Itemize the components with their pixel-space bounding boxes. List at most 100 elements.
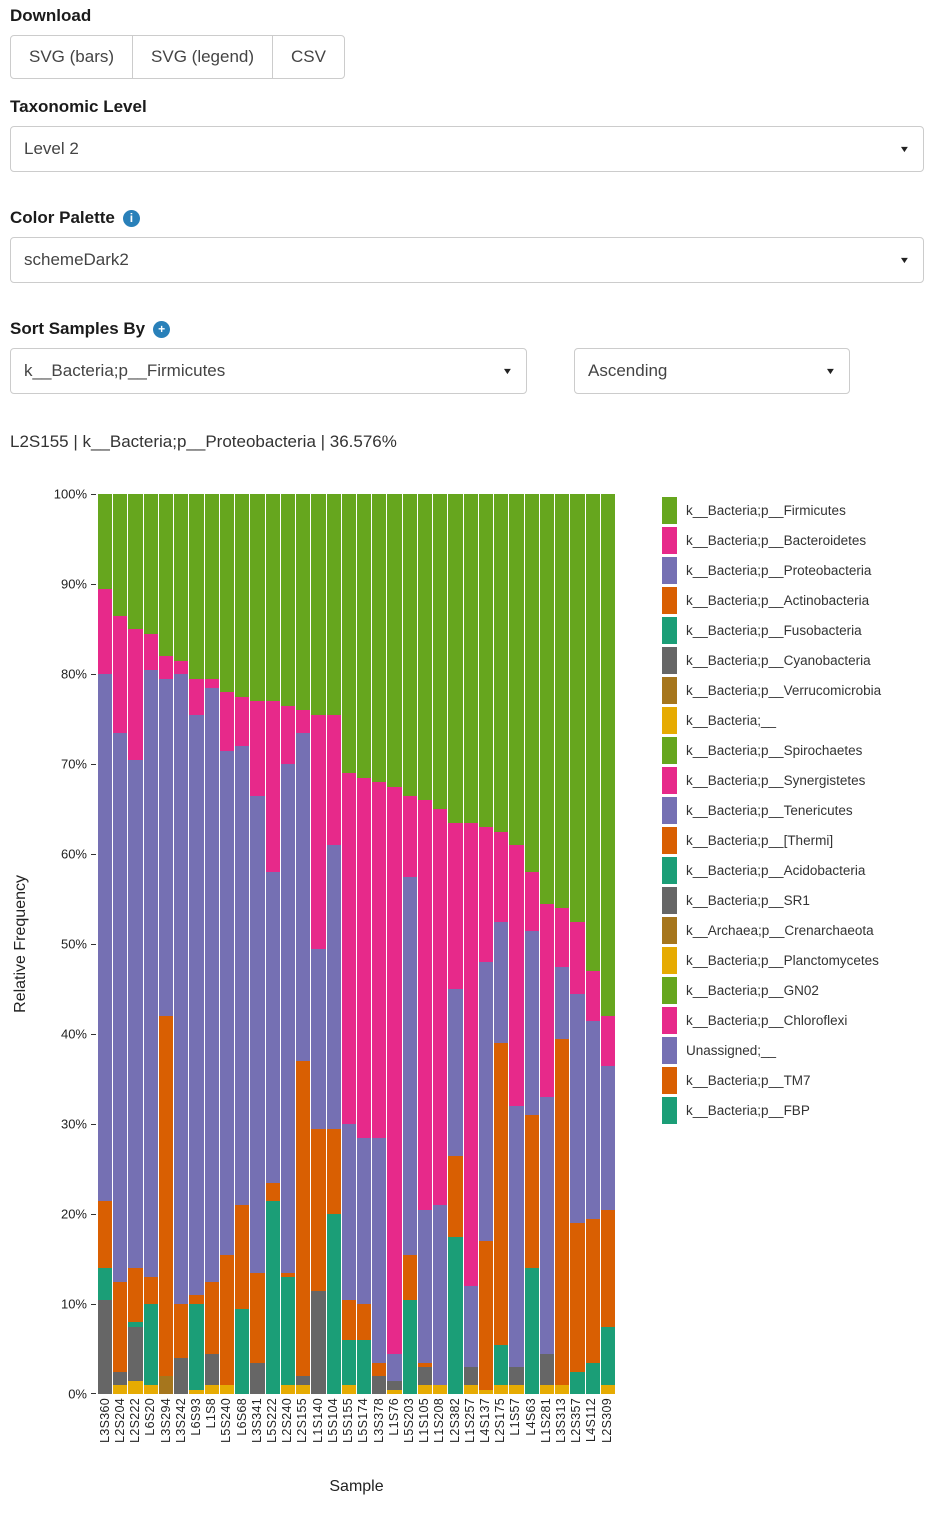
bar-segment[interactable] (417, 800, 433, 1210)
bar-segment[interactable] (204, 687, 219, 1282)
plus-circle-icon[interactable]: + (153, 320, 171, 338)
bar-L3S341[interactable] (250, 494, 265, 1394)
bar-segment[interactable] (296, 1376, 311, 1385)
bar-segment[interactable] (219, 692, 235, 751)
bar-segment[interactable] (235, 1308, 250, 1394)
sort-field-select[interactable]: k__Bacteria;p__Firmicutes ▼ (10, 348, 527, 394)
bar-segment[interactable] (341, 494, 356, 773)
bar-segment[interactable] (524, 494, 539, 872)
bar-L3S378[interactable] (372, 494, 387, 1394)
bar-segment[interactable] (402, 494, 417, 796)
bar-segment[interactable] (356, 1340, 372, 1394)
bar-segment[interactable] (98, 588, 113, 674)
bar-segment[interactable] (372, 782, 387, 1138)
bar-segment[interactable] (448, 989, 463, 1156)
bar-segment[interactable] (219, 1254, 235, 1385)
svg-legend-button[interactable]: SVG (legend) (132, 35, 274, 79)
bar-segment[interactable] (158, 656, 174, 679)
bar-L5S104[interactable] (326, 494, 341, 1394)
bar-segment[interactable] (219, 750, 235, 1255)
bar-segment[interactable] (296, 710, 311, 733)
bar-segment[interactable] (189, 714, 204, 1295)
bar-L1S76[interactable] (387, 494, 402, 1394)
bar-segment[interactable] (143, 633, 158, 670)
bar-segment[interactable] (143, 494, 158, 634)
bar-segment[interactable] (585, 1218, 600, 1363)
bar-segment[interactable] (463, 1385, 478, 1394)
bar-segment[interactable] (98, 1299, 113, 1394)
bar-segment[interactable] (204, 1281, 219, 1354)
bar-segment[interactable] (128, 494, 143, 629)
bar-segment[interactable] (433, 1385, 448, 1394)
bar-L1S208[interactable] (433, 494, 448, 1394)
bar-L5S155[interactable] (341, 494, 356, 1394)
bar-segment[interactable] (158, 678, 174, 1016)
bar-segment[interactable] (372, 1376, 387, 1394)
bar-segment[interactable] (326, 714, 341, 845)
bar-L2S204[interactable] (113, 494, 128, 1394)
bar-segment[interactable] (417, 1209, 433, 1363)
bar-segment[interactable] (417, 1362, 433, 1367)
bar-segment[interactable] (189, 494, 204, 679)
bar-segment[interactable] (204, 494, 219, 679)
bar-segment[interactable] (372, 1137, 387, 1363)
bar-segment[interactable] (189, 1389, 204, 1394)
bar-segment[interactable] (235, 1205, 250, 1309)
bar-segment[interactable] (113, 494, 128, 616)
bar-segment[interactable] (113, 1385, 128, 1394)
bar-L1S281[interactable] (539, 494, 555, 1394)
bar-segment[interactable] (235, 696, 250, 746)
bar-L2S357[interactable] (570, 494, 585, 1394)
bar-segment[interactable] (311, 714, 326, 949)
bar-L1S57[interactable] (509, 494, 524, 1394)
bar-segment[interactable] (555, 908, 570, 967)
bar-segment[interactable] (356, 777, 372, 1138)
bar-segment[interactable] (311, 948, 326, 1129)
bar-segment[interactable] (219, 494, 235, 692)
bar-segment[interactable] (265, 1200, 280, 1394)
bar-segment[interactable] (539, 903, 555, 1097)
bar-segment[interactable] (311, 494, 326, 715)
bar-segment[interactable] (98, 494, 113, 589)
bar-segment[interactable] (600, 1326, 615, 1385)
bar-segment[interactable] (585, 1020, 600, 1219)
bar-segment[interactable] (402, 876, 417, 1255)
bar-segment[interactable] (509, 1106, 524, 1367)
bar-L2S240[interactable] (280, 494, 296, 1394)
bar-segment[interactable] (98, 1200, 113, 1268)
bar-L4S137[interactable] (478, 494, 494, 1394)
bar-segment[interactable] (296, 732, 311, 1061)
bar-segment[interactable] (265, 701, 280, 872)
bar-segment[interactable] (600, 1385, 615, 1394)
bar-L6S20[interactable] (143, 494, 158, 1394)
bar-segment[interactable] (341, 1340, 356, 1385)
bar-segment[interactable] (494, 1385, 509, 1394)
bar-L5S203[interactable] (402, 494, 417, 1394)
bar-segment[interactable] (311, 1290, 326, 1394)
bar-L3S242[interactable] (174, 494, 189, 1394)
bar-segment[interactable] (402, 1299, 417, 1394)
bar-segment[interactable] (387, 1380, 402, 1390)
bar-segment[interactable] (296, 1061, 311, 1376)
bar-segment[interactable] (524, 1115, 539, 1268)
bar-segment[interactable] (555, 494, 570, 908)
bar-segment[interactable] (296, 494, 311, 710)
bar-segment[interactable] (494, 1344, 509, 1385)
bar-segment[interactable] (478, 494, 494, 827)
bar-L1S257[interactable] (463, 494, 478, 1394)
bar-segment[interactable] (524, 930, 539, 1115)
bar-segment[interactable] (296, 1385, 311, 1394)
bar-segment[interactable] (570, 1223, 585, 1372)
bar-segment[interactable] (463, 494, 478, 823)
bar-segment[interactable] (235, 494, 250, 697)
bar-L4S63[interactable] (524, 494, 539, 1394)
bar-segment[interactable] (98, 1268, 113, 1300)
bar-segment[interactable] (113, 1281, 128, 1372)
bar-segment[interactable] (372, 494, 387, 782)
bar-segment[interactable] (204, 1385, 219, 1394)
bar-L5S174[interactable] (356, 494, 372, 1394)
bar-segment[interactable] (372, 1362, 387, 1376)
bar-segment[interactable] (387, 786, 402, 1354)
bar-segment[interactable] (448, 494, 463, 823)
bar-segment[interactable] (356, 494, 372, 778)
